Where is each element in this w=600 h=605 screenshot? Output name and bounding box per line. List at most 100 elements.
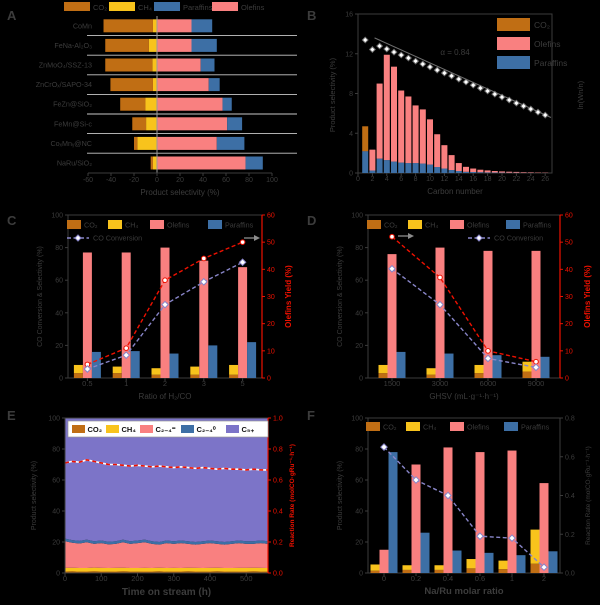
asf-point [455,75,463,83]
catalyst-label: FeZn@SiO₂ [53,100,92,109]
paraffins-bar [463,171,469,173]
olefins-bar [391,66,397,162]
legend-swatch [366,422,380,431]
legend-line-label: CO Conversion [494,234,543,243]
legend-label: CO₂ [93,3,107,12]
y2-tick-label: 30 [267,294,275,301]
asf-point [512,99,520,107]
legend-label: Olefins [467,221,490,230]
y-tick-label: 80 [55,245,63,252]
x-tick-label: 0 [382,574,386,583]
panel-b-letter: B [307,8,317,23]
olefins-yield-marker [123,345,129,351]
asf-point [368,46,376,54]
co2-bar [474,373,484,378]
catalyst-label: CoMn [73,21,92,30]
x-tick-label: 60 [222,177,230,184]
y2-tick-label: 0.4 [273,509,283,516]
olefins-bar [443,447,453,573]
x-tick-label: 22 [513,176,521,183]
olefins-bar [157,97,223,111]
reaction-rate-marker [380,443,388,451]
y2-axis-title: Olefins Yield (%) [583,265,592,328]
asf-point [361,36,369,44]
x-axis-title: Time on stream (h) [122,587,211,598]
y2-tick-label: 0.2 [273,540,283,547]
x-tick-label: 0.4 [443,574,453,583]
paraffins-bar [169,353,179,378]
y-axis-title: Product selectivity (%) [328,57,337,132]
olefins-bar [419,109,426,164]
olefins-bar [412,105,419,164]
olefins-bar [387,254,397,378]
y2-tick-label: 0 [267,376,271,383]
co-conversion-marker [436,300,444,309]
reaction-rate-marker [540,563,548,572]
co-conversion-marker [161,300,169,309]
legend-label: CO₂ [534,20,550,30]
x-tick-label: 2 [163,379,167,388]
y2-tick-label: 10 [267,348,275,355]
y-tick-label: 80 [355,245,363,252]
reaction-rate-marker [508,534,516,543]
paraffins-bar [405,163,412,173]
co2-bar [110,78,153,92]
paraffins-bar [91,351,101,378]
x-tick-label: 1500 [384,379,401,388]
co2-bar [370,570,380,573]
alpha-annotation: α = 0.84 [440,48,470,57]
asf-point [476,84,484,92]
co2-bar [522,371,532,378]
olefins-bar [531,250,541,378]
olefins-bar [379,549,389,573]
x-tick-label: 80 [245,177,253,184]
legend-swatch [64,2,90,11]
asf-point [448,72,456,80]
legend-line-label: CO Conversion [93,234,142,243]
co-conversion-marker [532,363,540,372]
olefins-bar [405,96,412,164]
paraffins-bar [216,136,245,150]
olefins-bar [398,90,405,163]
olefins-bar [157,19,192,33]
panel-a-selectivity-comparison-chart: CO₂ CH₄ Paraffins Olefins CoMn FeNa-Al₂O₃ ZnMo… [36,2,297,197]
legend-label: Paraffins [521,423,550,432]
olefins-bar [376,83,383,159]
legend-swatch [67,220,81,229]
co2-bar [112,373,122,378]
ch4-bar [402,565,412,570]
olefins-bar [369,149,376,171]
y2-tick-label: 0.8 [273,447,283,454]
olefins-bar [427,119,433,165]
paraffins-bar [208,345,218,378]
y2-tick-label: 0 [565,376,569,383]
y-tick-label: 0 [359,571,363,578]
y2-tick-label: 20 [565,321,573,328]
olefins-bar [157,38,192,52]
paraffins-bar [470,172,477,173]
asf-point [376,42,384,50]
legend-swatch [150,220,164,229]
asf-point [534,108,542,116]
x-tick-label: 1 [124,379,128,388]
x-tick-label: 12 [441,176,449,183]
y-tick-label: 60 [55,278,63,285]
legend-label: CH₄ [423,423,436,432]
olefins-yield-marker [389,233,395,240]
legend-label: CH₄ [125,221,138,230]
x-tick-label: -60 [83,177,93,184]
legend-label: CO₂ [84,221,98,230]
y-tick-label: 60 [355,478,363,485]
ch4-bar [148,38,157,52]
ch4-area [65,567,268,572]
x-tick-label: 9000 [528,379,545,388]
co-conversion-marker [238,258,247,267]
asf-point [505,96,513,104]
y2-tick-label: 0.6 [273,478,283,485]
paraffins-bar [427,164,433,173]
co2-bar [362,126,369,152]
x-tick-label: 18 [484,176,492,183]
panel-c-letter: C [7,213,17,228]
y-tick-label: 0 [359,376,363,383]
y2-tick-label: 0.0 [273,571,283,578]
